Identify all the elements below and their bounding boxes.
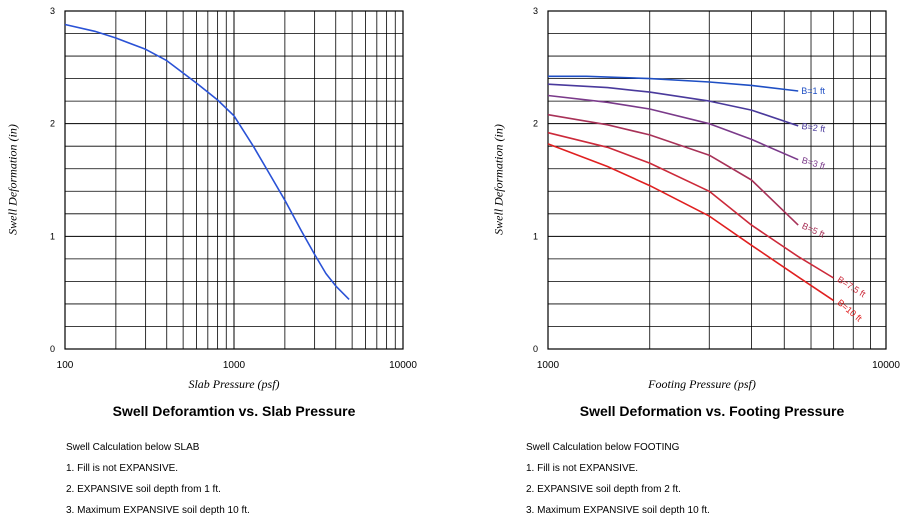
x-tick-label: 10000 [389, 360, 417, 371]
x-tick-label: 1000 [223, 360, 246, 371]
footing-chart-title: Swell Deformation vs. Footing Pressure [579, 403, 845, 419]
series-line [548, 75, 799, 92]
y-tick-label: 1 [50, 231, 55, 241]
slab-x-axis-label: Slab Pressure (psf) [188, 377, 280, 391]
series-label: B=1 ft [801, 86, 825, 96]
y-tick-label: 2 [533, 119, 538, 129]
y-tick-label: 3 [533, 6, 538, 16]
y-tick-label: 0 [533, 344, 538, 354]
slab-note-heading: Swell Calculation below SLAB [66, 442, 200, 453]
slab-chart: 0 1 2 3 100 1000 10000 [50, 6, 417, 371]
series-label: B=2 ft [801, 121, 826, 134]
y-tick-label: 0 [50, 344, 55, 354]
series-line [547, 143, 835, 302]
y-tick-label: 3 [50, 6, 55, 16]
y-tick-label: 1 [533, 231, 538, 241]
slab-chart-title: Swell Deforamtion vs. Slab Pressure [112, 403, 356, 419]
series-label: B=7.5 ft [836, 274, 868, 299]
x-tick-label: 100 [57, 360, 74, 371]
footing-notes: Swell Calculation below FOOTING 1. Fill … [526, 437, 710, 521]
series-line [547, 94, 799, 161]
x-tick-label: 1000 [537, 360, 560, 371]
plot-frame [64, 10, 404, 350]
series-line [547, 113, 799, 226]
footing-y-axis-label: Swell Deformation (in) [491, 124, 506, 235]
slab-chart-panel: 0 1 2 3 100 1000 10000 Swell Deformation (in) … [5, 6, 418, 521]
series-label: B=10 ft [835, 297, 864, 323]
series-line [64, 23, 350, 300]
footing-x-axis-label: Footing Pressure (psf) [648, 377, 756, 391]
slab-notes: Swell Calculation below SLAB 1. Fill is … [66, 437, 250, 521]
x-tick-label: 10000 [872, 360, 900, 371]
slab-note-2: 2. EXPANSIVE soil depth from 1 ft. [66, 484, 221, 495]
slab-note-1: 1. Fill is not EXPANSIVE. [66, 463, 179, 474]
slab-y-axis-label: Swell Deformation (in) [5, 124, 20, 235]
y-tick-label: 2 [50, 119, 55, 129]
footing-note-3: 3. Maximum EXPANSIVE soil depth 10 ft. [526, 505, 710, 516]
footing-note-heading: Swell Calculation below FOOTING [526, 442, 680, 453]
footing-note-1: 1. Fill is not EXPANSIVE. [526, 463, 639, 474]
slab-note-3: 3. Maximum EXPANSIVE soil depth 10 ft. [66, 505, 250, 516]
series-label: B=5 ft [800, 221, 826, 240]
series-line [547, 83, 799, 127]
plot-frame [547, 10, 887, 350]
footing-note-2: 2. EXPANSIVE soil depth from 2 ft. [526, 484, 681, 495]
footing-chart-panel: 0 1 2 3 1000 10000 B=1 ft B=2 ft B=3 ft B=5 ft B=7… [460, 0, 920, 528]
series-line [547, 131, 835, 279]
